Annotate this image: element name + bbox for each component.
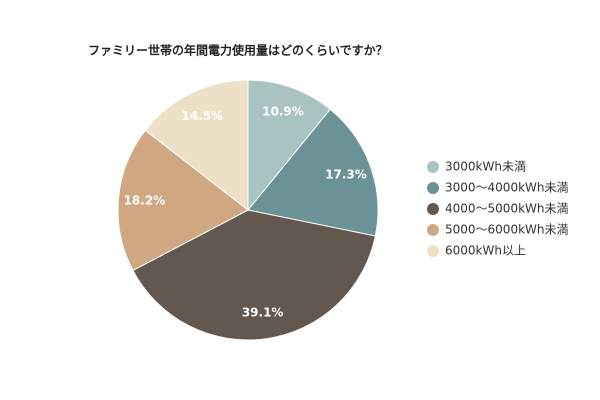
legend-marker: [427, 161, 439, 173]
pie-slice: [247, 79, 331, 212]
pie-slice: [132, 209, 376, 341]
data-label: 17.3%: [325, 168, 367, 182]
legend-marker: [427, 245, 439, 257]
pie-slice: [144, 79, 249, 212]
pie-slice: [117, 129, 249, 272]
legend-label: 6000kWh以上: [445, 244, 526, 258]
data-label: 10.9%: [262, 105, 304, 119]
data-label: 39.1%: [242, 305, 284, 319]
legend-marker: [427, 182, 439, 194]
pie-slice: [247, 108, 379, 237]
legend-label: 3000〜4000kWh未満: [445, 181, 569, 195]
chart-title: ファミリー世帯の年間電力使用量はどのくらいですか？: [88, 43, 388, 58]
legend-label: 4000〜5000kWh未満: [445, 202, 569, 216]
legend-marker: [427, 224, 439, 236]
legend-marker: [427, 203, 439, 215]
legend-label: 3000kWh未満: [445, 160, 526, 174]
data-label: 18.2%: [124, 193, 166, 207]
data-label: 14.5%: [181, 109, 223, 123]
legend-label: 5000〜6000kWh未満: [445, 223, 569, 237]
